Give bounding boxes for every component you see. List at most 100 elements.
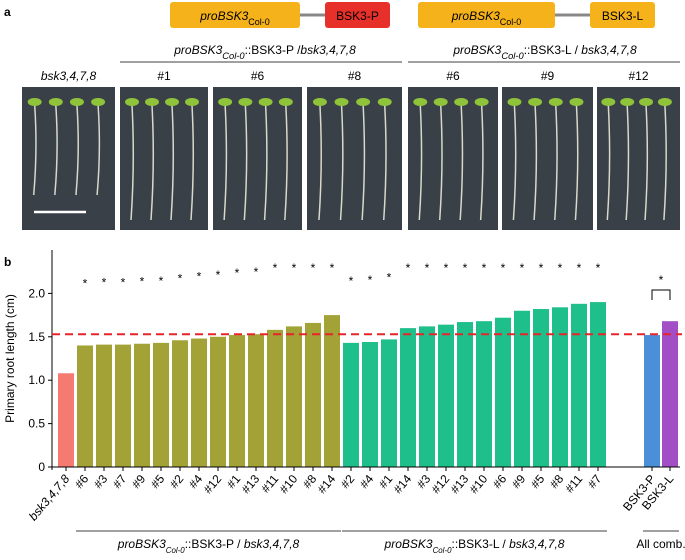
seedling-root bbox=[554, 104, 558, 221]
promoter-box bbox=[418, 2, 555, 28]
bar bbox=[210, 336, 226, 467]
significance-mark: * bbox=[520, 261, 525, 275]
seedling-root bbox=[75, 104, 79, 196]
significance-mark: * bbox=[596, 261, 601, 275]
x-tick-label: #14 bbox=[315, 472, 339, 497]
significance-mark: * bbox=[140, 275, 145, 289]
y-tick-label: 1.0 bbox=[28, 373, 45, 387]
label-part: Col-0 bbox=[500, 17, 522, 27]
label-part: bsk3,4,7,8 bbox=[300, 43, 356, 57]
group-label: All comb. bbox=[636, 537, 685, 551]
seedling-root bbox=[130, 104, 135, 221]
seedling-leaf bbox=[125, 98, 139, 106]
bar bbox=[134, 343, 150, 467]
photo-label: #6 bbox=[251, 69, 265, 83]
x-tick-label: #9 bbox=[509, 472, 529, 491]
bar bbox=[172, 340, 188, 467]
x-tick-label: #12 bbox=[429, 472, 453, 497]
bar bbox=[533, 309, 549, 467]
x-tick-label: #5 bbox=[148, 472, 168, 491]
significance-mark: * bbox=[178, 271, 183, 285]
significance-mark: * bbox=[444, 261, 449, 275]
bar bbox=[267, 329, 283, 467]
seedling-leaf bbox=[278, 98, 293, 106]
label-part: ::BSK3-L / bbox=[524, 43, 582, 57]
seedling-leaf bbox=[218, 98, 233, 106]
seedling-root bbox=[606, 104, 611, 221]
x-tick-label: #6 bbox=[490, 472, 510, 491]
seedling-root bbox=[533, 104, 538, 221]
gene-box bbox=[325, 2, 390, 28]
x-tick-label: #11 bbox=[258, 472, 281, 496]
x-tick-label: #5 bbox=[528, 472, 548, 491]
seedling-leaf bbox=[69, 98, 84, 106]
gene-label: BSK3-P bbox=[336, 9, 379, 23]
significance-mark: * bbox=[577, 261, 582, 275]
y-tick-label: 1.5 bbox=[28, 330, 45, 344]
x-tick-label: #14 bbox=[391, 472, 415, 497]
label-part: ::BSK3-L / bbox=[451, 537, 509, 551]
y-tick-label: 0.5 bbox=[28, 417, 45, 431]
significance-mark: * bbox=[121, 276, 126, 290]
seedling-root bbox=[418, 104, 423, 221]
group-label: proBSK3Col-0::BSK3-L / bsk3,4,7,8 bbox=[384, 537, 565, 555]
significance-mark: * bbox=[539, 261, 544, 275]
promoter-label: proBSK3Col-0 bbox=[199, 9, 270, 27]
bar bbox=[552, 307, 568, 467]
bar bbox=[286, 326, 302, 467]
x-tick-label: #3 bbox=[91, 472, 111, 491]
bar bbox=[229, 335, 245, 467]
bar bbox=[419, 326, 435, 467]
significance-mark: * bbox=[83, 276, 88, 290]
significance-mark: * bbox=[311, 261, 316, 275]
seedling-leaf bbox=[639, 98, 654, 106]
seedling-leaf bbox=[258, 98, 273, 106]
seedling-leaf bbox=[569, 98, 584, 106]
x-tick-label: #13 bbox=[239, 472, 263, 497]
seedling-leaf bbox=[454, 98, 469, 106]
x-tick-label: #2 bbox=[338, 472, 358, 491]
seedling-leaf bbox=[145, 98, 159, 106]
bar bbox=[571, 303, 587, 467]
seedling-leaf bbox=[528, 98, 543, 106]
seedling-leaf bbox=[601, 98, 616, 106]
seedling-root bbox=[361, 104, 366, 221]
significance-mark: * bbox=[406, 261, 411, 275]
bar bbox=[248, 334, 264, 467]
label-part: Col-0 bbox=[248, 17, 270, 27]
significance-mark: * bbox=[349, 274, 354, 288]
label-part: ::BSK3-P / bbox=[245, 43, 301, 57]
x-tick-label: #13 bbox=[448, 472, 472, 497]
seedling-root bbox=[438, 104, 443, 221]
seedling-root bbox=[625, 104, 630, 221]
bar bbox=[362, 342, 378, 467]
x-tick-label: #7 bbox=[585, 472, 605, 491]
x-tick-label: #2 bbox=[167, 472, 187, 491]
significance-mark: * bbox=[330, 261, 335, 275]
seedling-root bbox=[223, 104, 228, 221]
group-label: proBSK3Col-0::BSK3-P / bsk3,4,7,8 bbox=[117, 537, 300, 555]
significance-mark: * bbox=[254, 265, 259, 279]
seedling-root bbox=[459, 104, 464, 221]
label-part: All comb. bbox=[636, 537, 685, 551]
significance-mark: * bbox=[216, 268, 221, 282]
seedling-leaf bbox=[413, 98, 428, 106]
x-tick-label: #6 bbox=[72, 472, 92, 491]
seedling-root bbox=[284, 104, 288, 221]
comparison-bracket bbox=[651, 289, 671, 300]
label-part: proBSK3 bbox=[452, 43, 501, 57]
seedling-root bbox=[32, 104, 37, 196]
photo-label: #1 bbox=[157, 69, 171, 83]
x-tick-label: #10 bbox=[467, 472, 491, 497]
bar bbox=[438, 324, 454, 467]
x-tick-label: #9 bbox=[129, 472, 149, 491]
label-part: proBSK3 bbox=[384, 537, 433, 551]
x-tick-label: #4 bbox=[357, 472, 377, 491]
bar bbox=[514, 310, 530, 467]
seedling-root bbox=[512, 104, 517, 221]
label-part: Col-0 bbox=[501, 51, 524, 61]
significance-mark: * bbox=[102, 276, 107, 290]
x-tick-label: #7 bbox=[110, 472, 130, 491]
promoter-box bbox=[170, 2, 300, 28]
bar bbox=[400, 328, 416, 467]
